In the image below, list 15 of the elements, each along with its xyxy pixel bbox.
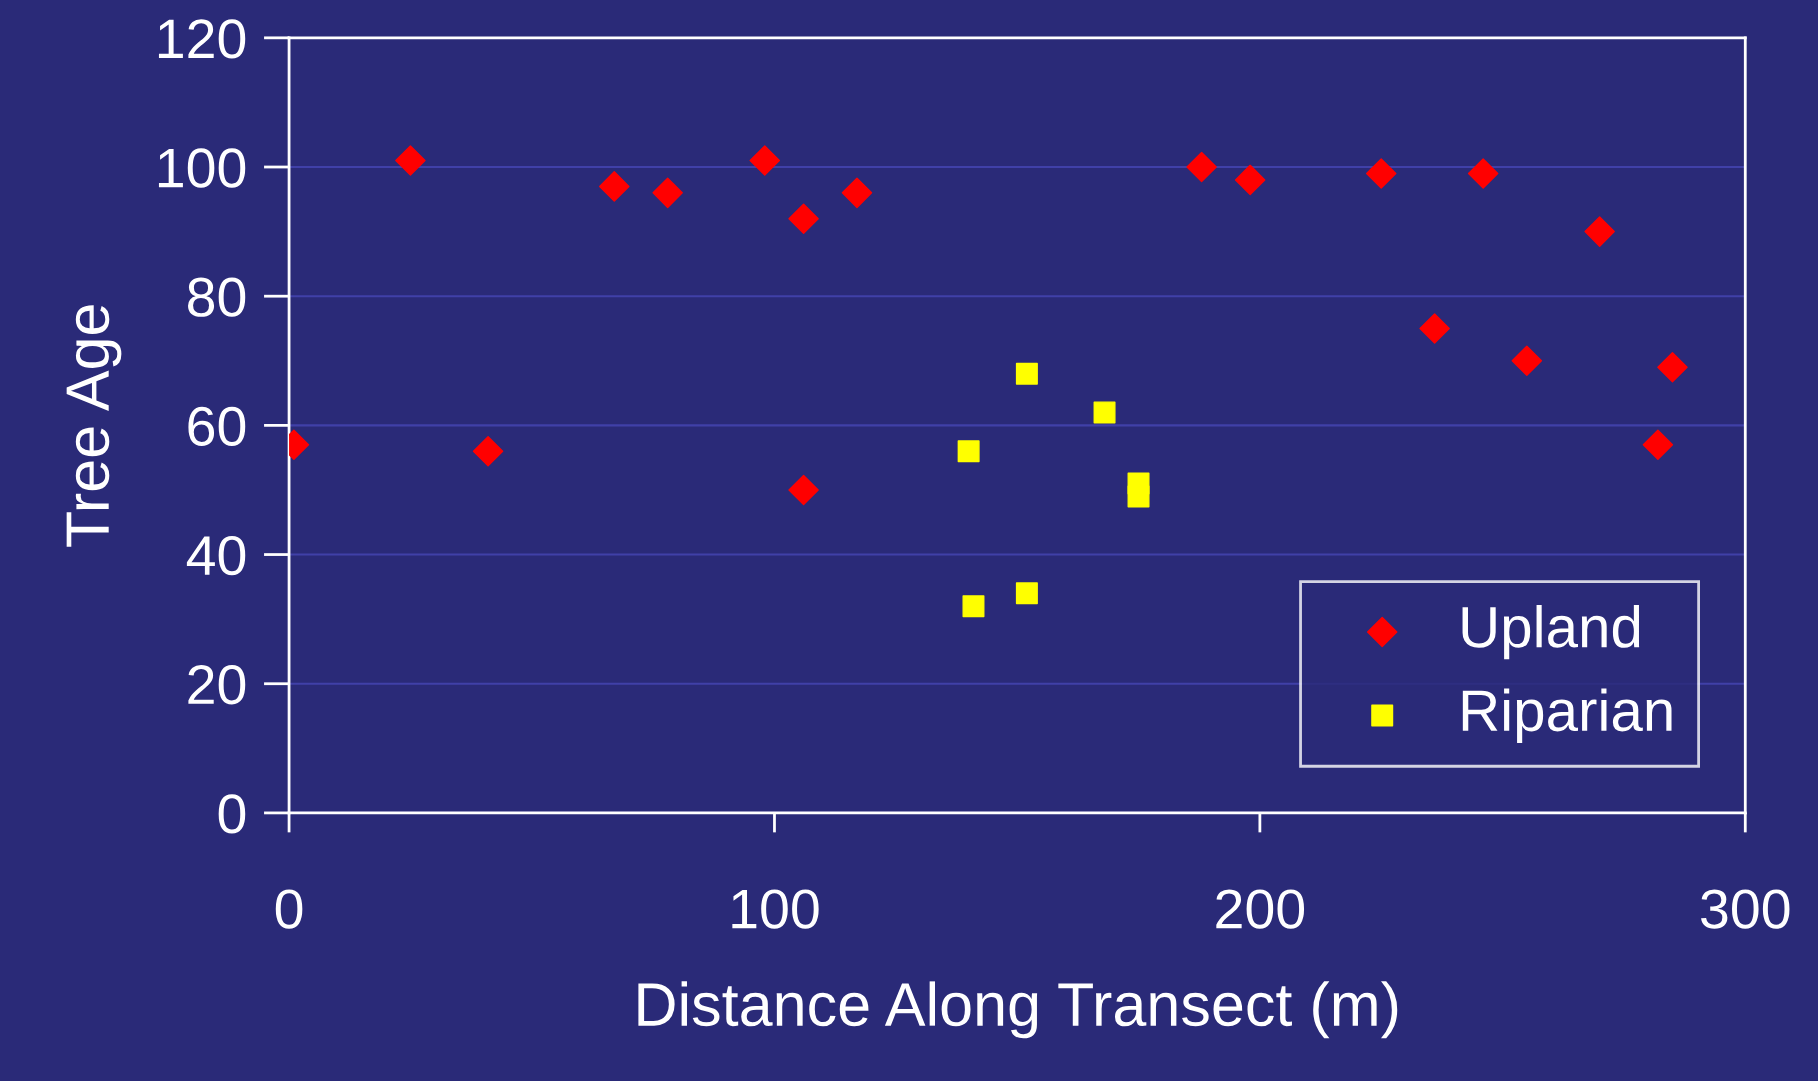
y-tick-label: 120: [158, 19, 246, 59]
y-tick-label: 0: [218, 794, 246, 834]
legend-label: Riparian: [1462, 688, 1672, 743]
x-axis-title: Distance Along Transect (m): [638, 981, 1398, 1039]
y-tick-label: 80: [188, 277, 246, 317]
legend-label: Upland: [1462, 604, 1640, 660]
x-tick-label: 200: [1216, 889, 1305, 929]
x-tick-label: 300: [1701, 889, 1790, 929]
y-tick-label: 100: [158, 148, 246, 188]
y-tick-label: 60: [188, 406, 246, 447]
y-tick-label: 40: [186, 535, 246, 576]
y-tick-label: 20: [188, 665, 246, 705]
x-tick-label: 0: [275, 889, 303, 929]
y-axis-title: Tree Age: [66, 305, 122, 547]
x-tick-label: 100: [732, 889, 819, 929]
